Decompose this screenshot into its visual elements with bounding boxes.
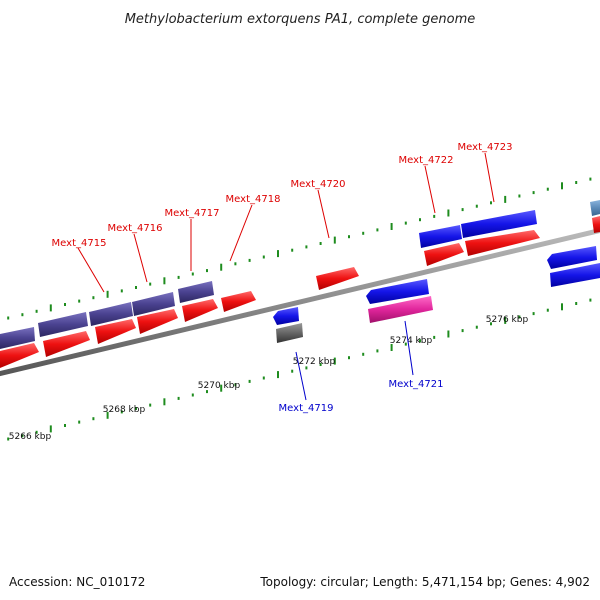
map-title: Methylobacterium extorquens PA1, complet…: [125, 12, 476, 27]
cds-feature[interactable]: [316, 267, 359, 290]
gene-labels: Mext_4715 Mext_4716 Mext_4717 Mext_4718 …: [52, 142, 513, 414]
scale-labels: 5266 kbp 5268 kbp 5270 kbp 5272 kbp 5274…: [9, 315, 529, 442]
cds-feature[interactable]: [178, 281, 214, 303]
cds-feature[interactable]: [95, 319, 136, 344]
cds-feature[interactable]: [366, 279, 429, 304]
accession-text: Accession: NC_010172: [9, 575, 145, 589]
gene-label-mext-4717[interactable]: Mext_4717: [165, 208, 220, 219]
genome-backbone: [0, 227, 600, 377]
cds-feature[interactable]: [368, 296, 433, 323]
scale-label-5276: 5276 kbp: [486, 315, 529, 325]
scale-label-5266: 5266 kbp: [9, 432, 52, 442]
cds-feature[interactable]: [43, 331, 90, 357]
scale-ticks: [7, 177, 592, 441]
cds-feature[interactable]: [221, 291, 256, 312]
gene-label-mext-4716[interactable]: Mext_4716: [108, 223, 163, 234]
cds-feature[interactable]: [89, 302, 133, 326]
gene-label-mext-4721[interactable]: Mext_4721: [389, 379, 444, 390]
cds-feature[interactable]: [424, 243, 464, 266]
cds-feature[interactable]: [137, 309, 178, 334]
cds-feature[interactable]: [590, 200, 600, 216]
label-callouts: [77, 152, 495, 401]
cds-feature[interactable]: [132, 292, 175, 316]
scale-label-5272: 5272 kbp: [293, 357, 336, 367]
scale-label-5270: 5270 kbp: [198, 381, 241, 391]
scale-label-5268: 5268 kbp: [103, 405, 146, 415]
cds-feature[interactable]: [419, 225, 462, 248]
gene-label-mext-4720[interactable]: Mext_4720: [291, 179, 346, 190]
cds-feature[interactable]: [0, 343, 39, 368]
cds-feature[interactable]: [461, 210, 537, 238]
cds-feature[interactable]: [38, 312, 88, 337]
gene-label-mext-4722[interactable]: Mext_4722: [399, 155, 454, 166]
gene-label-mext-4718[interactable]: Mext_4718: [226, 194, 281, 205]
gene-label-mext-4723[interactable]: Mext_4723: [458, 142, 513, 153]
cds-feature[interactable]: [547, 246, 597, 269]
scale-label-5274: 5274 kbp: [390, 336, 433, 346]
gene-features: [0, 200, 600, 368]
cds-feature[interactable]: [182, 299, 218, 322]
cds-feature[interactable]: [276, 323, 303, 343]
cds-feature[interactable]: [550, 263, 600, 287]
cds-feature[interactable]: [592, 216, 600, 233]
cds-feature[interactable]: [0, 327, 35, 349]
cds-feature[interactable]: [465, 230, 540, 256]
topology-summary: Topology: circular; Length: 5,471,154 bp…: [259, 575, 590, 589]
gene-label-mext-4719[interactable]: Mext_4719: [279, 403, 334, 414]
cds-feature[interactable]: [273, 307, 299, 325]
gene-label-mext-4715[interactable]: Mext_4715: [52, 238, 107, 249]
